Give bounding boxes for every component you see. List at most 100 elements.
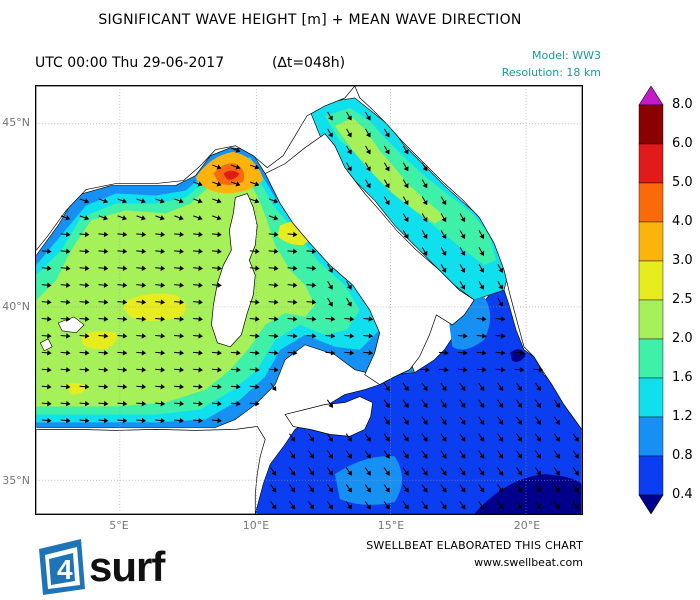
- wave-direction-arrowhead: [500, 316, 506, 322]
- wave-direction-arrowhead: [500, 333, 506, 339]
- wave-direction-arrowhead: [422, 385, 428, 392]
- wave-direction-arrowhead: [441, 436, 447, 442]
- wave-direction-arrowhead: [555, 436, 560, 442]
- wave-direction-arrowhead: [479, 453, 485, 459]
- wave-direction-arrowhead: [216, 215, 222, 221]
- wave-direction-arrowhead: [479, 436, 485, 442]
- colorbar-cell: [638, 416, 664, 457]
- wave-direction-arrowhead: [292, 282, 298, 288]
- wave-direction-arrowhead: [441, 470, 447, 476]
- wave-direction-arrowhead: [217, 231, 222, 238]
- wave-direction-arrowhead: [255, 400, 260, 407]
- wave-direction-arrowhead: [47, 282, 52, 288]
- wave-direction-arrowhead: [311, 265, 317, 271]
- wave-direction-arrowhead: [66, 367, 71, 373]
- colorbar-label: 6.0: [672, 136, 693, 151]
- resolution-label: Resolution: 18 km: [501, 66, 601, 79]
- balkans-greece: [354, 86, 582, 430]
- wave-direction-arrowhead: [498, 487, 504, 493]
- wave-direction-arrowhead: [365, 115, 371, 121]
- model-label: Model: WW3: [532, 49, 601, 62]
- wave-direction-arrowhead: [479, 233, 485, 239]
- wave-direction-arrowhead: [84, 215, 90, 221]
- wave-direction-arrowhead: [255, 248, 260, 255]
- wave-direction-arrowhead: [500, 350, 506, 356]
- logo-wordmark: surf: [89, 543, 166, 590]
- wave-direction-arrowhead: [574, 436, 579, 442]
- wave-direction-arrowhead: [403, 149, 409, 155]
- wave-direction-arrowhead: [366, 436, 371, 442]
- wave-direction-arrowhead: [403, 453, 409, 459]
- sardinia-corsica: [211, 193, 258, 348]
- wave-direction-arrowhead: [330, 350, 336, 356]
- wave-direction-arrowhead: [366, 453, 371, 459]
- wave-direction-arrowhead: [103, 215, 109, 221]
- ionian-blue-patch: [334, 456, 403, 505]
- wave-direction-arrowhead: [441, 402, 447, 408]
- wave-direction-arrowhead: [366, 504, 371, 510]
- balearic-islands-b: [39, 338, 53, 352]
- wave-direction-arrowhead: [254, 181, 260, 187]
- colorbar-label: 1.6: [672, 370, 693, 385]
- wave-direction-arrowhead: [160, 333, 166, 339]
- wave-direction-arrowhead: [160, 417, 166, 424]
- wave-direction-arrowhead: [385, 453, 390, 459]
- wave-direction-arrowhead: [311, 316, 317, 322]
- wave-direction-arrowhead: [47, 265, 52, 271]
- website-link[interactable]: www.swellbeat.com: [474, 556, 583, 569]
- wave-direction-arrowhead: [198, 400, 203, 407]
- wave-direction-arrowhead: [290, 470, 296, 476]
- wave-direction-arrowhead: [366, 470, 371, 476]
- wave-direction-arrowhead: [255, 299, 260, 305]
- mean-wave-direction-arrows: [41, 111, 579, 510]
- wave-direction-arrowhead: [179, 299, 184, 305]
- wave-direction-arrowhead: [403, 233, 409, 239]
- wave-direction-arrowhead: [47, 316, 52, 322]
- sea-yellow-patch-b: [82, 331, 117, 350]
- wave-direction-arrowhead: [385, 470, 390, 476]
- wave-direction-arrowhead: [368, 316, 374, 322]
- wave-direction-arrowhead: [347, 487, 352, 493]
- wave-direction-arrowhead: [328, 301, 333, 307]
- wave-direction-arrowhead: [519, 367, 525, 373]
- wave-direction-arrowhead: [122, 215, 127, 221]
- colorbar-extend-top: [638, 85, 664, 106]
- wave-direction-arrowhead: [460, 385, 466, 392]
- wave-direction-arrowhead: [217, 350, 222, 356]
- wave-direction-arrowhead: [517, 453, 523, 459]
- wave-direction-arrowhead: [179, 265, 184, 271]
- wave-direction-arrowhead: [441, 250, 447, 256]
- wave-direction-arrowhead: [65, 215, 71, 221]
- wave-direction-arrowhead: [47, 400, 52, 407]
- wave-direction-arrowhead: [479, 267, 485, 273]
- wave-direction-arrowhead: [103, 400, 109, 407]
- wave-direction-arrowhead: [122, 383, 128, 390]
- colorbar-label: 3.0: [672, 253, 693, 268]
- wave-direction-arrowhead: [141, 299, 147, 305]
- wave-direction-arrowhead: [479, 504, 485, 510]
- forecast-timestamp: UTC 00:00 Thu 29-06-2017: [35, 55, 225, 71]
- wave-direction-arrowhead: [84, 265, 90, 271]
- wave-direction-arrowhead: [422, 419, 428, 425]
- wave-direction-arrowhead: [179, 350, 184, 356]
- 4surf-logo[interactable]: 4 surf: [35, 535, 200, 597]
- wave-direction-arrowhead: [122, 350, 128, 356]
- wave-direction-arrowhead: [555, 504, 560, 510]
- wave-direction-arrowhead: [84, 333, 90, 339]
- colorbar-cell: [638, 221, 664, 262]
- wave-direction-arrowhead: [255, 333, 260, 339]
- wave-direction-arrowhead: [236, 350, 241, 356]
- wave-direction-arrowhead: [482, 333, 487, 339]
- wave-direction-arrowhead: [84, 400, 90, 407]
- wave-direction-arrowhead: [498, 267, 504, 273]
- ionian-darkest: [474, 474, 582, 514]
- chart-title: SIGNIFICANT WAVE HEIGHT [m] + MEAN WAVE …: [98, 12, 522, 28]
- wave-direction-arrowhead: [140, 198, 146, 204]
- wave-direction-arrowhead: [47, 350, 52, 356]
- wave-direction-arrowhead: [555, 419, 560, 425]
- wave-direction-arrowhead: [328, 132, 333, 138]
- wave-direction-arrowhead: [328, 504, 334, 510]
- wave-direction-arrowhead: [103, 333, 109, 339]
- wave-direction-arrowhead: [84, 198, 90, 204]
- wave-direction-arrowhead: [122, 248, 128, 255]
